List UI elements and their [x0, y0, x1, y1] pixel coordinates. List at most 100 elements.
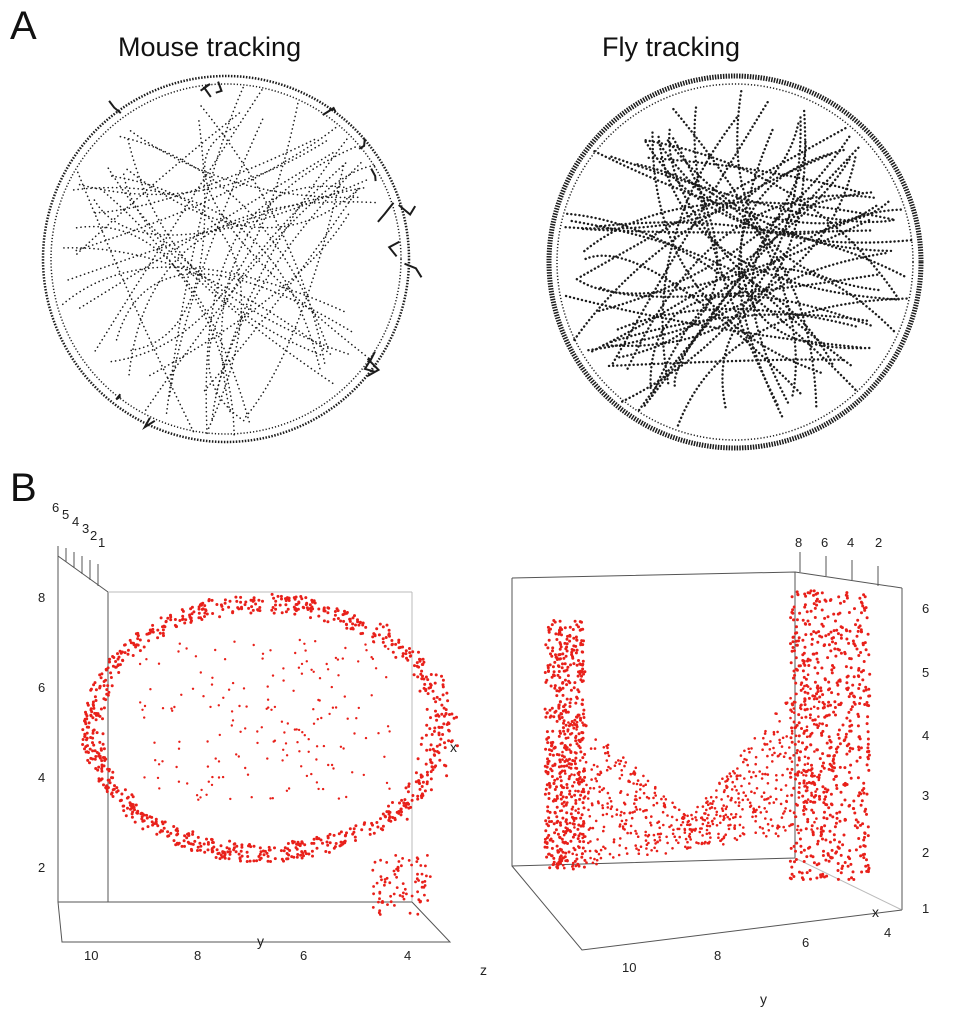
right-3d-point: [567, 762, 571, 766]
right-3d-point: [724, 807, 728, 811]
left-3d-point: [178, 642, 181, 645]
left-3d-point: [310, 668, 313, 671]
right-3d-point: [567, 724, 571, 728]
right-3d-point: [832, 777, 836, 781]
left-3d-point: [338, 844, 342, 848]
right-3d-point: [580, 738, 584, 742]
right-3d-point: [814, 794, 818, 797]
right-3d-point: [547, 816, 551, 820]
left-3d-point: [431, 689, 435, 693]
right-3d-point: [867, 768, 871, 772]
right-3d-point: [582, 708, 586, 712]
right-3d-point: [791, 640, 795, 644]
left-3d-point: [122, 809, 126, 813]
right-3d-point: [574, 801, 578, 805]
left-3d-point: [420, 677, 424, 681]
right-3d-point: [547, 833, 551, 837]
right-3d-point: [778, 738, 781, 742]
left-3d-point: [388, 634, 391, 638]
left-3d-point: [240, 854, 244, 858]
right-3d-point: [555, 689, 559, 693]
right-3d-point: [575, 663, 579, 667]
right-3d-point: [635, 832, 638, 835]
right-3d-point: [612, 838, 616, 841]
right-3d-point: [592, 787, 596, 790]
left-3d-point: [260, 726, 263, 729]
left-3d-point: [136, 811, 139, 815]
right-3d-point: [823, 643, 827, 647]
left-3d-point: [223, 598, 227, 602]
fly-trajectory-path: [566, 212, 859, 394]
right-3d-point: [845, 596, 849, 600]
right-3d-point: [615, 808, 619, 811]
right-3d-point: [789, 736, 793, 740]
left-3d-point: [219, 853, 223, 857]
right-3d-point: [839, 633, 843, 637]
right-3d-point: [606, 806, 610, 809]
right-3d-point: [790, 865, 794, 869]
right-3d-point: [545, 822, 549, 826]
right-3d-point: [827, 735, 831, 739]
right-3d-point: [544, 829, 548, 833]
left-3d-point: [410, 798, 414, 802]
left-3d-point: [296, 607, 300, 611]
right-3d-point: [867, 753, 871, 757]
right-3d-point: [645, 847, 648, 850]
mouse-trajectory-path: [78, 152, 334, 310]
left-3d-point: [298, 638, 301, 642]
left-3d-point: [93, 695, 97, 699]
left-3d-point: [418, 689, 422, 693]
left-3d-point: [164, 620, 168, 624]
right-3d-point: [550, 749, 554, 753]
right-3d-point: [790, 649, 794, 653]
left-3d-point: [183, 621, 187, 625]
left-3d-point: [351, 771, 354, 774]
left-3d-point: [108, 657, 112, 661]
right-3d-point: [799, 706, 802, 710]
left-3d-point: [405, 817, 409, 821]
right-3d-point: [704, 812, 707, 815]
left-3d-point: [190, 849, 194, 852]
right-3d-point: [803, 603, 807, 607]
left-3d-point: [398, 894, 402, 897]
left-y-tick-4: 4: [404, 948, 411, 963]
left-3d-point: [327, 763, 330, 767]
right-3d-point: [812, 593, 815, 597]
right-3d-point: [595, 862, 598, 866]
left-3d-point: [198, 848, 202, 852]
left-z-axis-label: z: [480, 962, 487, 978]
left-3d-point: [239, 849, 243, 853]
right-3d-point: [809, 877, 812, 881]
left-3d-point: [157, 763, 161, 766]
right-3d-point: [553, 686, 557, 690]
left-3d-point: [181, 618, 184, 621]
right-3d-point: [865, 763, 869, 767]
right-3d-point: [568, 792, 572, 796]
left-3d-point: [237, 607, 241, 611]
left-3d-point: [223, 856, 227, 860]
right-3d-point: [801, 669, 805, 673]
left-3d-point: [330, 763, 334, 767]
left-3d-point: [286, 857, 290, 861]
left-3d-point: [130, 793, 134, 797]
right-3d-point: [810, 828, 813, 831]
right-3d-point: [559, 858, 563, 862]
left-3d-point: [267, 845, 271, 849]
left-3d-point: [191, 830, 195, 834]
left-3d-point: [235, 753, 238, 756]
left-3d-point: [140, 817, 144, 821]
right-3d-point: [632, 782, 635, 785]
right-3d-point: [690, 828, 693, 832]
fly-trajectory-path: [661, 113, 740, 385]
left-3d-point: [105, 692, 109, 696]
right-3d-point: [797, 756, 801, 760]
left-3d-point: [134, 632, 138, 636]
right-3d-point: [858, 624, 862, 628]
left-3d-point: [191, 832, 195, 836]
left-3d-point: [399, 813, 403, 817]
mouse-wall-cluster: [370, 168, 377, 182]
right-3d-point: [581, 824, 585, 828]
left-3d-point: [245, 850, 249, 854]
left-3d-point: [421, 780, 425, 784]
right-3d-point: [859, 823, 862, 827]
